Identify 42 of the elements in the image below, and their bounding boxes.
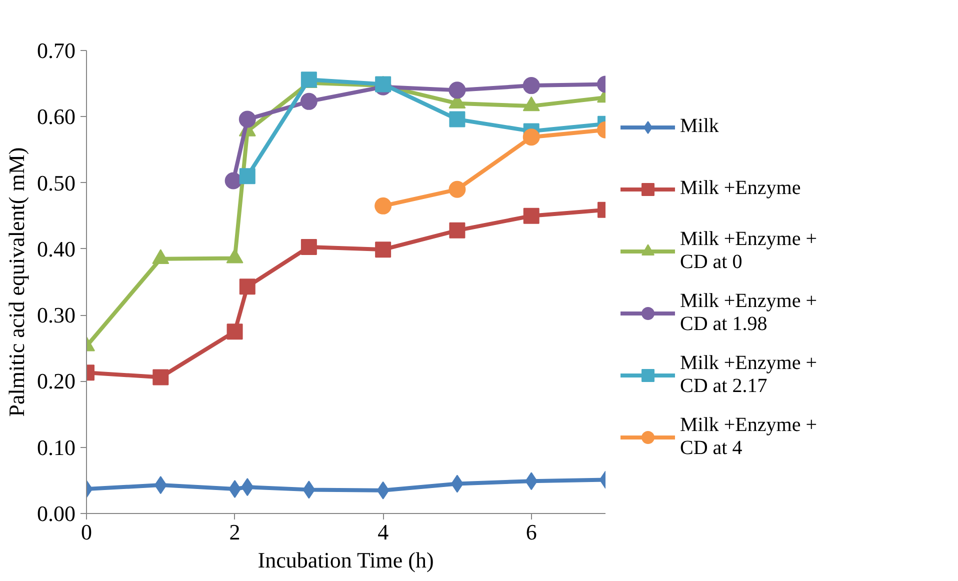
point	[302, 480, 316, 499]
legend-label: Milk +Enzyme + CD at 4	[680, 412, 817, 460]
point	[239, 278, 256, 295]
x-tick-label: 0	[81, 520, 92, 544]
point	[448, 82, 466, 99]
y-tick-label: 0.70	[37, 38, 76, 63]
point	[448, 180, 466, 198]
point	[449, 222, 466, 238]
legend-label: Milk	[680, 114, 719, 139]
legend-label: Milk +Enzyme	[680, 176, 801, 201]
point	[226, 324, 243, 340]
x-tick-label: 2	[229, 520, 240, 544]
y-tick-label: 0.20	[37, 368, 76, 394]
x-tick-label: 4	[378, 520, 389, 544]
y-tick-label: 0.40	[37, 236, 76, 262]
point	[375, 242, 392, 258]
x-axis-title: Incubation Time (h)	[258, 548, 434, 572]
y-axis-title: Palmitic acid equivalent( mM)	[4, 147, 29, 417]
point	[525, 472, 538, 490]
point	[300, 238, 317, 255]
point	[152, 369, 169, 386]
point	[300, 92, 318, 110]
y-tick-label: 0.10	[37, 434, 76, 460]
legend-label: Milk +Enzyme + CD at 0	[680, 226, 817, 274]
point	[522, 128, 540, 146]
legend-label: Milk +Enzyme + CD at 1.98	[680, 288, 817, 336]
point	[239, 168, 256, 184]
point	[522, 77, 540, 94]
point	[523, 208, 540, 224]
x-tick-label: 6	[526, 520, 537, 544]
point	[241, 478, 254, 496]
point	[449, 111, 466, 128]
point	[154, 476, 167, 494]
y-tick-label: 0.30	[37, 302, 76, 328]
legend-label: Milk +Enzyme + CD at 2.17	[680, 350, 817, 398]
point	[238, 110, 256, 128]
y-tick-label: 0.60	[37, 104, 76, 130]
y-tick-label: 0.00	[37, 501, 76, 526]
point	[374, 197, 392, 214]
point	[224, 172, 242, 190]
y-tick-label: 0.50	[37, 170, 76, 196]
point	[376, 481, 390, 500]
